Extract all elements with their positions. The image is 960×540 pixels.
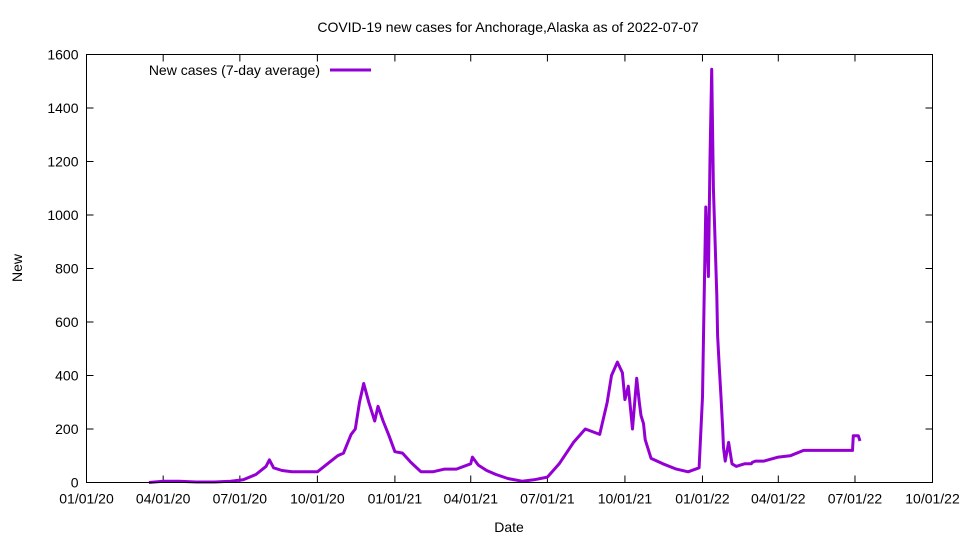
series-line-new-cases — [148, 67, 862, 484]
x-tick-label: 10/01/22 — [905, 491, 960, 507]
x-axis: 01/01/20 04/01/20 07/01/20 10/01/20 01/01/21… — [59, 54, 960, 507]
x-tick-label: 04/01/21 — [443, 491, 498, 507]
y-tick-label: 600 — [55, 314, 79, 330]
legend: New cases (7-day average) — [149, 62, 371, 78]
x-tick-label: 04/01/22 — [751, 491, 806, 507]
y-tick-label: 200 — [55, 421, 79, 437]
x-tick-label: 01/01/20 — [59, 491, 114, 507]
y-tick-label: 1600 — [47, 47, 78, 63]
y-tick-label: 0 — [71, 475, 79, 491]
x-tick-label: 07/01/22 — [828, 491, 883, 507]
y-axis-label: New — [9, 253, 25, 282]
x-tick-label: 01/01/22 — [675, 491, 730, 507]
x-tick-label: 04/01/20 — [136, 491, 191, 507]
x-tick-label: 10/01/21 — [598, 491, 653, 507]
x-tick-label: 10/01/20 — [290, 491, 345, 507]
y-tick-label: 800 — [55, 261, 79, 277]
y-tick-label: 400 — [55, 368, 79, 384]
y-axis: 0 200 400 600 800 1000 1200 1400 1600 — [47, 47, 933, 491]
legend-label: New cases (7-day average) — [149, 62, 320, 78]
x-tick-label: 07/01/21 — [520, 491, 575, 507]
chart-title: COVID-19 new cases for Anchorage,Alaska … — [317, 19, 699, 35]
y-tick-label: 1200 — [47, 154, 78, 170]
x-axis-label: Date — [494, 519, 524, 535]
y-tick-label: 1400 — [47, 100, 78, 116]
x-tick-label: 01/01/21 — [368, 491, 423, 507]
x-tick-label: 07/01/20 — [213, 491, 268, 507]
plot-frame — [86, 54, 933, 483]
y-tick-label: 1000 — [47, 207, 78, 223]
